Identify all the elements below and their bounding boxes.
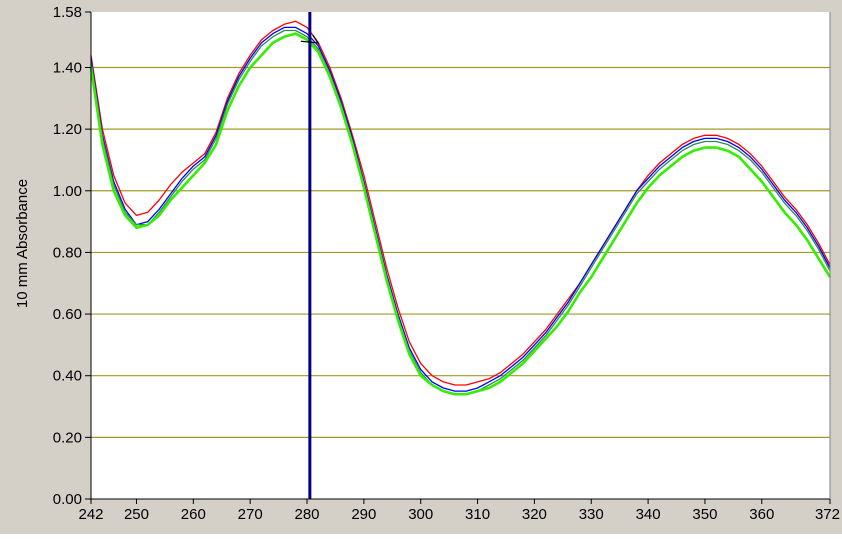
y-axis-label: 10 mm Absorbance	[14, 179, 31, 308]
x-tick-label: 330	[579, 506, 604, 523]
series-line	[90, 20, 831, 386]
grid-lines	[91, 66, 830, 438]
x-tick-label: 290	[351, 506, 376, 523]
cursor[interactable]	[300, 12, 320, 499]
series-line	[90, 26, 831, 392]
x-tick-label: 300	[408, 506, 433, 523]
x-tick-label: 340	[636, 506, 661, 523]
plot-area	[91, 12, 830, 499]
y-tick-label: 1.00	[53, 183, 82, 200]
x-tick-label: 280	[294, 506, 319, 523]
y-tick-label: 1.40	[53, 59, 82, 76]
axes	[85, 11, 831, 504]
x-tick-label: 250	[124, 506, 149, 523]
y-tick-label: 0.40	[53, 368, 82, 385]
x-tick-label: 372	[815, 506, 840, 523]
x-tick-label: 350	[692, 506, 717, 523]
tick-labels: 0.00 0.20 0.40 0.60 0.80 1.00 1.20 1.40 1.58 242 2…	[53, 4, 840, 523]
y-tick-label: 1.20	[53, 121, 82, 138]
y-tick-label: 1.58	[53, 4, 82, 21]
x-tick-label: 310	[465, 506, 490, 523]
y-tick-label: 0.80	[53, 244, 82, 261]
x-tick-label: 320	[522, 506, 547, 523]
x-tick-label: 260	[181, 506, 206, 523]
y-tick-label: 0.00	[53, 491, 82, 508]
x-tick-label: 360	[749, 506, 774, 523]
y-tick-label: 0.20	[53, 429, 82, 446]
y-tick-label: 0.60	[53, 306, 82, 323]
x-tick-label: 270	[238, 506, 263, 523]
series-lines	[89, 20, 832, 396]
series-line	[89, 32, 832, 396]
x-tick-label: 242	[78, 506, 103, 523]
cursor-marker	[300, 34, 320, 45]
